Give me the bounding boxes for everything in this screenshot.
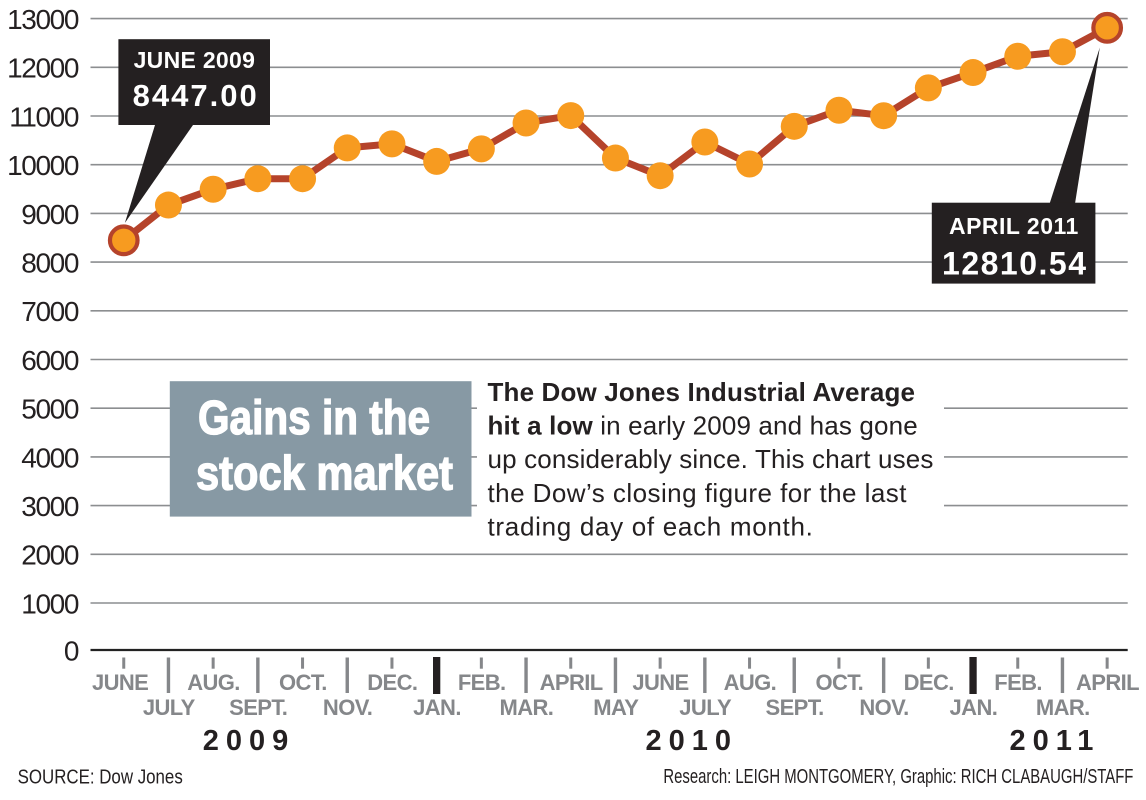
- svg-text:7000: 7000: [21, 296, 79, 327]
- svg-text:DEC.: DEC.: [367, 670, 417, 695]
- svg-text:2000: 2000: [21, 540, 79, 571]
- svg-text:12000: 12000: [7, 53, 79, 84]
- svg-text:MAY: MAY: [593, 695, 639, 720]
- svg-text:10000: 10000: [7, 150, 79, 181]
- svg-text:NOV.: NOV.: [859, 695, 908, 720]
- svg-text:3000: 3000: [21, 491, 79, 522]
- svg-text:4000: 4000: [21, 442, 79, 473]
- svg-text:Research: LEIGH MONTGOMERY, Gr: Research: LEIGH MONTGOMERY, Graphic: RIC…: [663, 765, 1133, 788]
- svg-text:up considerably since. This ch: up considerably since. This chart uses: [488, 444, 934, 474]
- svg-text:JULY: JULY: [679, 695, 732, 720]
- svg-text:2010: 2010: [645, 725, 738, 757]
- svg-text:JUNE: JUNE: [632, 670, 688, 695]
- svg-text:JAN.: JAN.: [413, 695, 461, 720]
- svg-text:0: 0: [64, 635, 79, 666]
- svg-text:AUG.: AUG.: [724, 670, 777, 695]
- svg-text:JUNE: JUNE: [92, 670, 148, 695]
- svg-text:The Dow Jones Industrial Avera: The Dow Jones Industrial Average: [488, 377, 916, 407]
- svg-text:SEPT.: SEPT.: [229, 695, 287, 720]
- svg-text:13000: 13000: [7, 4, 79, 35]
- svg-text:FEB.: FEB.: [994, 670, 1042, 695]
- svg-text:OCT.: OCT.: [279, 670, 327, 695]
- svg-text:hit a low in early 2009 and ha: hit a low in early 2009 and has gone: [488, 411, 918, 441]
- svg-text:5000: 5000: [21, 394, 79, 425]
- svg-text:SOURCE: Dow Jones: SOURCE: Dow Jones: [18, 765, 183, 788]
- svg-text:Gains in the: Gains in the: [198, 392, 430, 445]
- svg-text:AUG.: AUG.: [187, 670, 240, 695]
- svg-text:8447.00: 8447.00: [133, 78, 259, 113]
- svg-text:JULY: JULY: [143, 695, 196, 720]
- svg-text:FEB.: FEB.: [458, 670, 506, 695]
- svg-text:8000: 8000: [21, 248, 79, 279]
- svg-text:DEC.: DEC.: [904, 670, 954, 695]
- svg-text:MAR.: MAR.: [1036, 695, 1090, 720]
- svg-text:NOV.: NOV.: [323, 695, 372, 720]
- svg-text:the Dow’s closing figure for t: the Dow’s closing figure for the last: [488, 478, 908, 508]
- svg-text:JAN.: JAN.: [950, 695, 998, 720]
- svg-text:MAR.: MAR.: [499, 695, 553, 720]
- svg-text:6000: 6000: [21, 345, 79, 376]
- svg-text:stock market: stock market: [196, 446, 453, 500]
- svg-text:12810.54: 12810.54: [942, 246, 1087, 282]
- svg-text:APRIL 2011: APRIL 2011: [949, 213, 1079, 239]
- svg-text:1000: 1000: [21, 588, 79, 619]
- svg-text:APRIL: APRIL: [540, 670, 603, 695]
- svg-text:APRIL: APRIL: [1076, 670, 1139, 695]
- svg-text:OCT.: OCT.: [815, 670, 863, 695]
- svg-text:JUNE 2009: JUNE 2009: [134, 47, 256, 73]
- svg-text:9000: 9000: [21, 199, 79, 230]
- svg-text:2009: 2009: [203, 725, 296, 757]
- svg-text:trading day of each month.: trading day of each month.: [488, 512, 814, 542]
- svg-text:2011: 2011: [1009, 725, 1100, 757]
- svg-text:SEPT.: SEPT.: [766, 695, 824, 720]
- svg-text:11000: 11000: [9, 101, 79, 132]
